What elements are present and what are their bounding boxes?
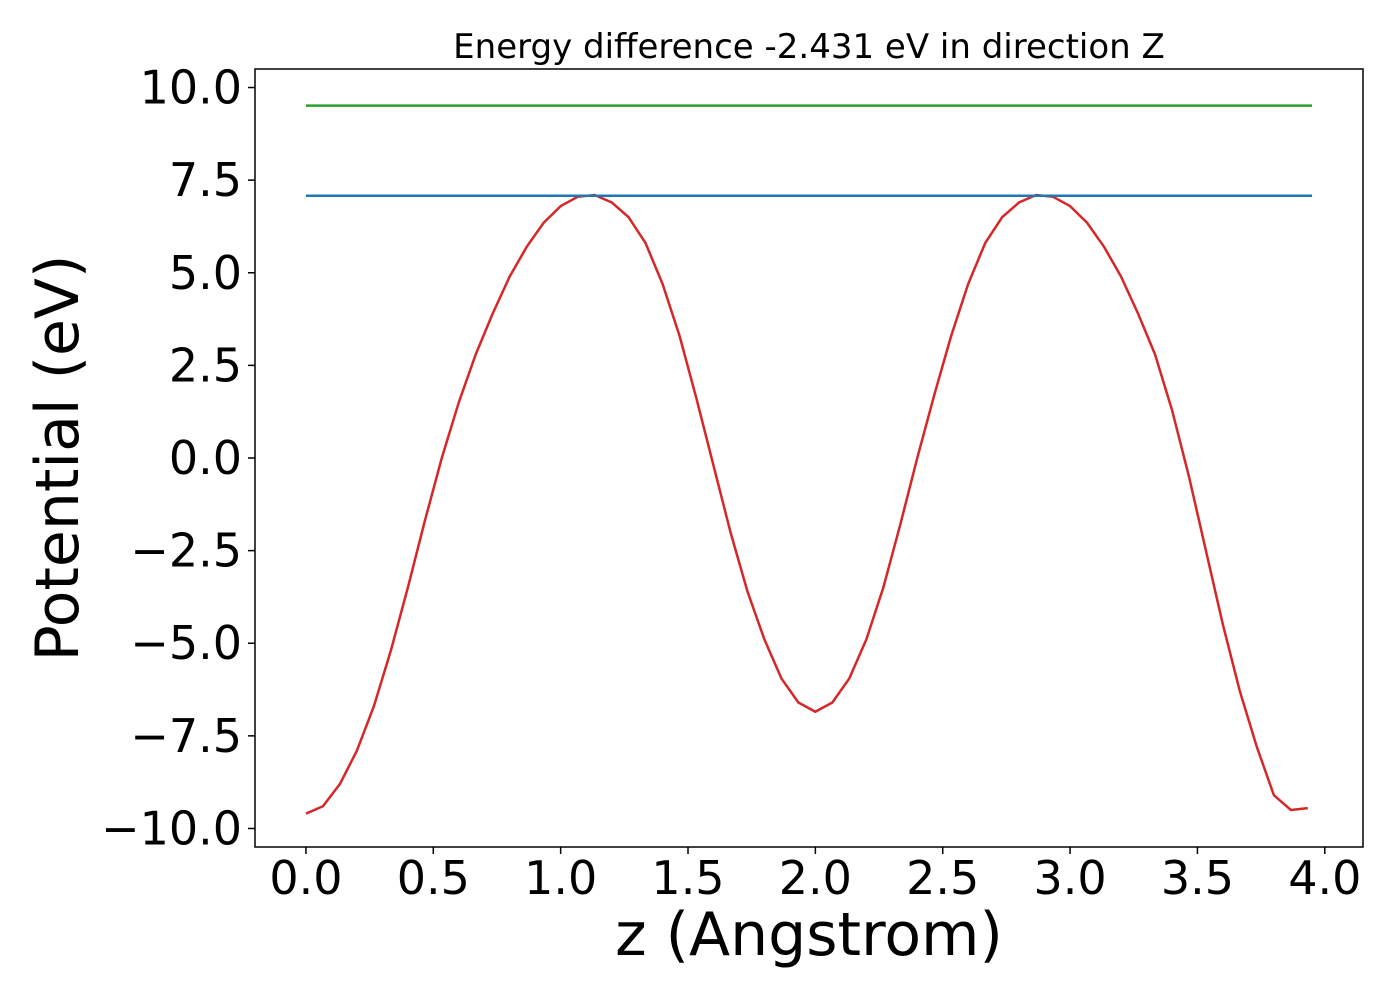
y-tick-label: 0.0	[169, 431, 242, 485]
x-tick-label: 3.5	[1161, 851, 1234, 905]
chart-title: Energy difference -2.431 eV in direction…	[453, 27, 1165, 67]
x-axis-label: z (Angstrom)	[615, 900, 1003, 970]
y-axis-ticks: 10.0 7.5 5.0 2.5 0.0 −2.5 −5.0 −7.5 −10.0	[101, 61, 255, 855]
series-layer	[305, 104, 1313, 815]
y-tick-label: 5.0	[169, 246, 242, 300]
x-tick-label: 4.0	[1288, 851, 1361, 905]
x-tick-label: 2.0	[779, 851, 852, 905]
y-tick-label: 7.5	[169, 153, 242, 207]
x-tick-label: 1.0	[524, 851, 597, 905]
x-axis-ticks: 0.0 0.5 1.0 1.5 2.0 2.5 3.0 3.5 4.0	[269, 847, 1361, 905]
y-axis-label: Potential (eV)	[23, 255, 93, 662]
x-tick-label: 2.5	[906, 851, 979, 905]
x-tick-label: 0.0	[269, 851, 342, 905]
y-tick-label: 10.0	[140, 61, 242, 115]
y-tick-label: −2.5	[130, 524, 242, 578]
x-tick-label: 0.5	[397, 851, 470, 905]
plot-area	[254, 68, 1364, 848]
x-tick-label: 1.5	[651, 851, 724, 905]
y-tick-label: −10.0	[101, 801, 242, 855]
y-tick-label: 2.5	[169, 338, 242, 392]
series-line-0	[305, 193, 1308, 815]
y-tick-label: −5.0	[130, 616, 242, 670]
x-tick-label: 3.0	[1034, 851, 1107, 905]
y-tick-label: −7.5	[130, 709, 242, 763]
